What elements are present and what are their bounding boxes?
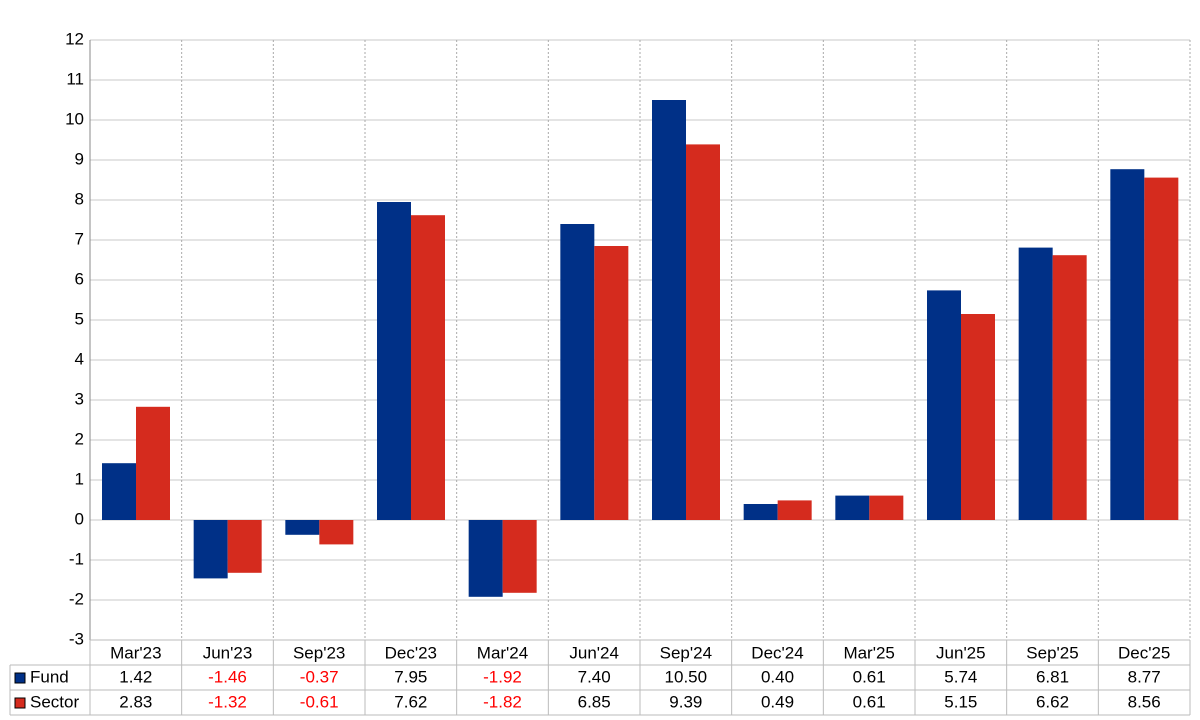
- data-label: 1.42: [119, 667, 152, 686]
- data-label: 7.95: [394, 667, 427, 686]
- bar: [777, 500, 812, 520]
- bar: [1144, 177, 1179, 520]
- bar: [961, 314, 995, 520]
- bar: [377, 202, 411, 520]
- x-tick-label: Sep'24: [660, 643, 712, 662]
- data-label: 8.77: [1128, 667, 1161, 686]
- x-tick-label: Jun'24: [569, 643, 619, 662]
- legend-swatch: [14, 672, 26, 684]
- data-label: 8.56: [1128, 692, 1161, 711]
- y-tick-label: 6: [75, 269, 84, 288]
- y-tick-label: 10: [65, 109, 84, 128]
- x-tick-label: Jun'25: [936, 643, 986, 662]
- y-tick-label: 2: [75, 429, 84, 448]
- bar: [502, 520, 537, 593]
- data-label: 6.81: [1036, 667, 1069, 686]
- bar: [686, 144, 720, 520]
- bar: [835, 495, 870, 520]
- y-tick-label: 5: [75, 309, 84, 328]
- x-tick-label: Jun'23: [203, 643, 253, 662]
- x-tick-label: Mar'24: [477, 643, 528, 662]
- bar: [102, 463, 136, 520]
- bar: [136, 406, 170, 520]
- bar: [319, 520, 354, 545]
- data-label: 10.50: [665, 667, 708, 686]
- data-label: -0.61: [300, 692, 339, 711]
- data-label: 5.74: [944, 667, 977, 686]
- bar: [411, 215, 445, 520]
- legend-swatch: [14, 697, 26, 709]
- bar: [1110, 169, 1145, 520]
- bar: [743, 504, 778, 520]
- bar: [927, 290, 961, 520]
- data-label: 5.15: [944, 692, 977, 711]
- data-label: 0.40: [761, 667, 794, 686]
- bar: [869, 495, 904, 520]
- y-tick-label: -3: [69, 629, 84, 648]
- data-label: 9.39: [669, 692, 702, 711]
- data-label: -1.46: [208, 667, 247, 686]
- data-label: 0.49: [761, 692, 794, 711]
- y-tick-label: 4: [75, 349, 84, 368]
- data-label: -0.37: [300, 667, 339, 686]
- bar: [1052, 255, 1087, 520]
- bar: [227, 520, 262, 573]
- bar: [652, 100, 686, 520]
- y-tick-label: -2: [69, 589, 84, 608]
- y-tick-label: 7: [75, 229, 84, 248]
- data-label: 0.61: [853, 692, 886, 711]
- y-tick-label: 3: [75, 389, 84, 408]
- x-tick-label: Mar'23: [110, 643, 161, 662]
- legend-label: Sector: [30, 692, 79, 711]
- data-label: -1.32: [208, 692, 247, 711]
- data-label: 6.85: [578, 692, 611, 711]
- y-tick-label: -1: [69, 549, 84, 568]
- bar: [468, 520, 503, 597]
- data-label: -1.82: [483, 692, 522, 711]
- y-tick-label: 0: [75, 509, 84, 528]
- legend-label: Fund: [30, 667, 69, 686]
- y-tick-label: 11: [66, 69, 84, 88]
- bar: [1018, 247, 1053, 520]
- x-tick-label: Dec'23: [385, 643, 437, 662]
- x-tick-label: Sep'23: [293, 643, 345, 662]
- data-label: 2.83: [119, 692, 152, 711]
- x-tick-label: Dec'24: [751, 643, 803, 662]
- data-label: 7.62: [394, 692, 427, 711]
- data-label: 0.61: [853, 667, 886, 686]
- data-label: 7.40: [578, 667, 611, 686]
- y-tick-label: 12: [65, 29, 84, 48]
- y-tick-label: 1: [75, 469, 84, 488]
- data-label: 6.62: [1036, 692, 1069, 711]
- y-tick-label: 8: [75, 189, 84, 208]
- bar: [193, 520, 228, 579]
- x-tick-label: Mar'25: [843, 643, 894, 662]
- bar: [560, 224, 595, 520]
- x-tick-label: Dec'25: [1118, 643, 1170, 662]
- bar: [594, 246, 629, 520]
- y-tick-label: 9: [75, 149, 84, 168]
- x-tick-label: Sep'25: [1026, 643, 1078, 662]
- data-label: -1.92: [483, 667, 522, 686]
- bar: [285, 520, 320, 535]
